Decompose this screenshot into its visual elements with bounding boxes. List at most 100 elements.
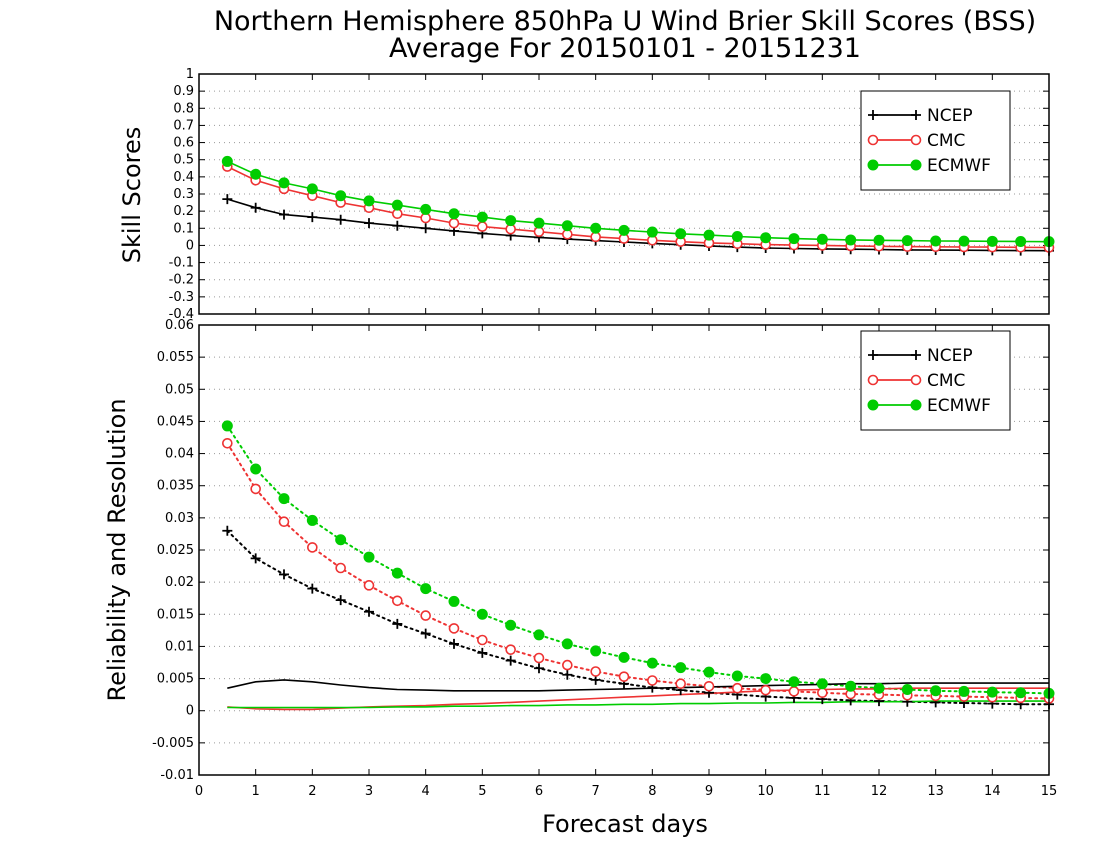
point-ncep xyxy=(222,194,233,205)
point-ecmwf xyxy=(335,534,347,546)
point-ncep xyxy=(250,202,261,213)
legend-marker-ecmwf xyxy=(910,399,922,411)
legend-marker-ncep xyxy=(911,110,921,120)
point-ecmwf xyxy=(363,195,375,207)
point-ecmwf xyxy=(986,686,998,698)
point-ecmwf xyxy=(646,657,658,669)
x-tick-label: 2 xyxy=(308,784,316,799)
y-tick-label: 0.045 xyxy=(157,414,194,429)
point-ecmwf xyxy=(1015,687,1027,699)
reliability-resolution-panel: 0.060.0550.050.0450.040.0350.030.0250.02… xyxy=(152,318,1057,799)
x-tick-label: 4 xyxy=(422,784,430,799)
point-ncep xyxy=(562,669,573,680)
x-tick-label: 0 xyxy=(195,784,203,799)
point-ecmwf xyxy=(788,233,800,245)
y-tick-label: 0.01 xyxy=(165,639,194,654)
x-tick-label: 14 xyxy=(984,784,1001,799)
legend-marker-ecmwf xyxy=(867,159,879,171)
point-ncep xyxy=(449,638,459,649)
point-ecmwf xyxy=(533,629,545,641)
point-ncep xyxy=(250,553,261,564)
y-tick-label: 0.005 xyxy=(157,672,194,687)
point-cmc xyxy=(448,623,460,634)
x-tick-label: 13 xyxy=(927,784,944,799)
legend-marker-cmc xyxy=(867,134,879,146)
x-tick-label: 8 xyxy=(648,784,656,799)
point-cmc xyxy=(675,678,686,690)
legend-marker-ecmwf xyxy=(867,399,879,411)
point-ncep xyxy=(307,212,318,223)
point-ecmwf xyxy=(901,684,913,695)
point-ecmwf xyxy=(675,662,687,674)
point-cmc xyxy=(562,659,573,671)
point-cmc xyxy=(703,680,715,692)
x-tick-label: 11 xyxy=(814,784,831,799)
point-ecmwf xyxy=(618,651,630,663)
x-tick-label: 1 xyxy=(252,784,260,799)
point-ncep xyxy=(279,209,289,220)
y-tick-label: -0.4 xyxy=(169,307,194,322)
legend: NCEP CMC ECMWF xyxy=(860,90,1011,191)
x-tick-label: 10 xyxy=(757,784,774,799)
point-ecmwf xyxy=(250,168,262,180)
point-ecmwf xyxy=(420,583,432,595)
point-ecmwf xyxy=(448,595,460,607)
point-ecmwf xyxy=(675,228,687,240)
point-cmc xyxy=(250,483,261,495)
chart-title-line-2: Average For 20150101 - 20151231 xyxy=(389,33,861,64)
legend-label-cmc: CMC xyxy=(927,371,965,391)
y-tick-label: -0.3 xyxy=(169,290,194,305)
point-ecmwf xyxy=(1015,235,1027,247)
y-tick-label: 0.8 xyxy=(173,101,194,116)
point-ecmwf xyxy=(561,220,573,232)
point-cmc xyxy=(477,221,488,232)
y-tick-label: 0.7 xyxy=(173,118,194,133)
point-ecmwf xyxy=(986,235,998,247)
legend-marker-ncep xyxy=(868,350,878,360)
point-cmc xyxy=(420,610,431,621)
bottom-panel-ylabel: Reliability and Resolution xyxy=(103,398,131,701)
x-tick-label: 7 xyxy=(592,784,600,799)
y-tick-label: 0.02 xyxy=(165,575,194,590)
legend-marker-ncep xyxy=(868,110,878,120)
point-ecmwf xyxy=(760,232,772,244)
point-ncep xyxy=(420,223,431,234)
point-ncep xyxy=(392,220,403,231)
point-ecmwf xyxy=(391,567,403,579)
legend-label-ncep: NCEP xyxy=(927,346,973,366)
point-ncep xyxy=(505,655,516,666)
point-ecmwf xyxy=(476,211,488,223)
point-ncep xyxy=(307,583,318,594)
point-ecmwf xyxy=(646,226,658,238)
point-ecmwf xyxy=(505,619,517,631)
point-ncep xyxy=(477,647,488,658)
y-tick-label: 0.3 xyxy=(173,187,194,202)
point-ecmwf xyxy=(873,234,885,246)
y-tick-label: 0.05 xyxy=(165,382,194,397)
point-ecmwf xyxy=(221,155,233,167)
point-ecmwf xyxy=(930,235,942,247)
point-ecmwf xyxy=(788,676,800,688)
point-cmc xyxy=(618,671,630,682)
legend-marker-cmc xyxy=(910,374,922,386)
point-ecmwf xyxy=(391,199,403,211)
y-tick-label: 1 xyxy=(186,67,194,82)
point-cmc xyxy=(647,675,658,686)
point-ecmwf xyxy=(561,638,573,650)
point-cmc xyxy=(307,542,318,553)
y-tick-label: 0.1 xyxy=(173,221,194,236)
point-ecmwf xyxy=(590,645,602,657)
point-ecmwf xyxy=(306,514,318,526)
point-ecmwf xyxy=(731,231,743,243)
legend-marker-ecmwf xyxy=(910,159,922,171)
legend-label-ncep: NCEP xyxy=(927,106,973,126)
skill-scores-panel: 1 0.9 0.8 0.7 0.6 0.5 0.4 0.3 0.2 0.1 0 -0.1 -0.2 -0.… xyxy=(169,67,1055,322)
y-tick-label: 0 xyxy=(186,238,194,253)
point-ncep xyxy=(335,595,346,606)
y-tick-label: 0.04 xyxy=(165,447,194,462)
x-axis-label: Forecast days xyxy=(542,810,708,838)
point-ncep xyxy=(279,569,289,580)
point-ecmwf xyxy=(448,208,460,220)
point-ncep xyxy=(364,606,374,617)
